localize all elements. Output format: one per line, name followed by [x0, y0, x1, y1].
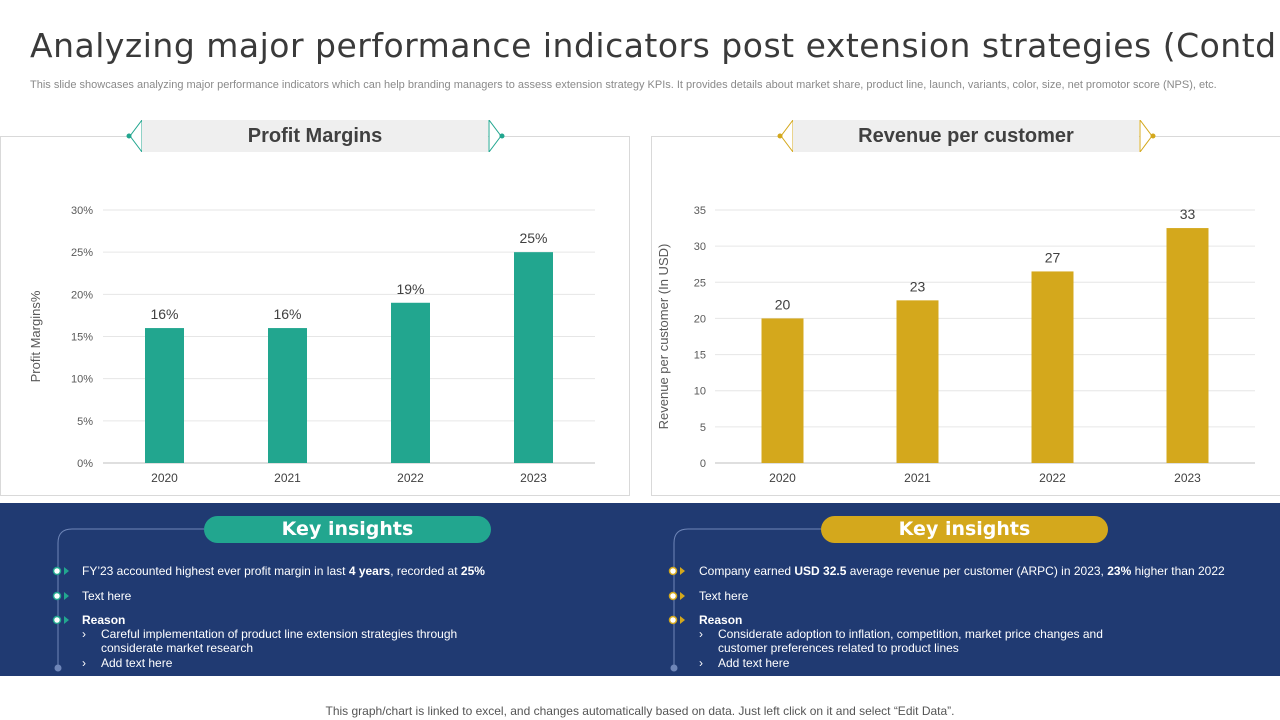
insight-left-1: FY’23 accounted highest ever profit marg…: [82, 564, 485, 578]
revenue-data-label-2023: 33: [1180, 206, 1196, 222]
insight-right-1-bold-pct: 23%: [1107, 564, 1132, 578]
revenue-data-label-2022: 27: [1045, 249, 1061, 265]
profit-y-axis-label: Profit Margins%: [28, 290, 43, 382]
insight-left-1-bold-value: 25%: [460, 564, 485, 578]
revenue-y-tick-label: 25: [694, 277, 706, 289]
chevron-right-icon: ›: [82, 656, 86, 670]
revenue-y-tick-label: 20: [694, 313, 706, 325]
profit-x-tick-label-2022: 2022: [397, 471, 424, 485]
revenue-bar-2023: [1166, 228, 1209, 463]
insight-right-reason-label: Reason: [699, 613, 743, 627]
insight-right-sub-1-text: Considerate adoption to inflation, compe…: [718, 627, 1103, 655]
profit-bar-2023: [514, 252, 553, 463]
insight-right-1-text-e: higher than 2022: [1131, 564, 1225, 578]
page-subtitle: This slide showcases analyzing major per…: [30, 79, 1217, 91]
profit-data-label-2020: 16%: [150, 306, 178, 322]
revenue-bar-2021: [896, 300, 939, 463]
revenue-data-label-2021: 23: [910, 278, 926, 294]
insight-left-sub-1-text: Careful implementation of product line e…: [101, 627, 458, 655]
insight-left-sub-2-text: Add text here: [101, 656, 173, 670]
chevron-right-icon: ›: [82, 627, 86, 641]
revenue-x-tick-label-2020: 2020: [769, 471, 796, 485]
revenue-data-label-2020: 20: [775, 296, 791, 312]
revenue-y-tick-label: 0: [700, 458, 706, 470]
profit-y-tick-label: 10%: [71, 374, 93, 386]
insight-right-1-bold-usd: USD 32.5: [794, 564, 847, 578]
ribbon-left-end-right-icon: [488, 120, 505, 152]
profit-y-tick-label: 5%: [77, 416, 93, 428]
revenue-x-tick-label-2021: 2021: [904, 471, 931, 485]
revenue-bar-2020: [761, 318, 804, 463]
revenue-x-tick-label-2023: 2023: [1174, 471, 1201, 485]
footer-note: This graph/chart is linked to excel, and…: [325, 704, 955, 718]
profit-y-tick-label: 25%: [71, 247, 93, 259]
insight-left-1-text-c: , recorded at: [390, 564, 461, 578]
revenue-per-customer-title: Revenue per customer: [793, 120, 1139, 152]
profit-bar-2022: [391, 302, 430, 463]
bar-charts: 0%5%10%15%20%25%30%Profit Margins% 16%202…: [28, 205, 1255, 485]
profit-y-tick-label: 30%: [71, 205, 93, 217]
profit-y-tick-label: 20%: [71, 289, 93, 301]
insight-left-2: Text here: [82, 589, 132, 603]
ribbon-right-end-right-icon: [1139, 120, 1156, 152]
profit-bar-2021: [268, 328, 307, 463]
insight-right-1: Company earned USD 32.5 average revenue …: [699, 564, 1225, 578]
key-insights-right-heading: Key insights: [821, 516, 1108, 543]
page-title: Analyzing major performance indicators p…: [30, 26, 1280, 65]
profit-x-tick-label-2023: 2023: [520, 471, 547, 485]
revenue-x-tick-label-2022: 2022: [1039, 471, 1066, 485]
profit-data-label-2021: 16%: [273, 306, 301, 322]
profit-y-tick-label: 0%: [77, 458, 93, 470]
profit-data-label-2023: 25%: [519, 230, 547, 246]
profit-bar-2020: [145, 328, 184, 463]
revenue-y-tick-label: 5: [700, 422, 706, 434]
revenue-bar-2022: [1031, 271, 1074, 463]
profit-y-tick-label: 15%: [71, 332, 93, 344]
insight-right-1-text-a: Company earned: [699, 564, 795, 578]
key-insights-left-heading: Key insights: [204, 516, 491, 543]
revenue-y-tick-label: 35: [694, 205, 706, 217]
insight-left-1-text-a: FY’23 accounted highest ever profit marg…: [82, 564, 349, 578]
revenue-y-tick-label: 15: [694, 350, 706, 362]
profit-data-label-2022: 19%: [396, 281, 424, 297]
insight-left-reason-label: Reason: [82, 613, 126, 627]
chevron-right-icon: ›: [699, 656, 703, 670]
insight-right-2: Text here: [699, 589, 749, 603]
insight-left-1-bold-years: 4 years: [348, 564, 391, 578]
insight-right-1-text-c: average revenue per customer (ARPC) in 2…: [846, 564, 1108, 578]
revenue-y-tick-label: 30: [694, 241, 706, 253]
profit-x-tick-label-2020: 2020: [151, 471, 178, 485]
profit-x-tick-label-2021: 2021: [274, 471, 301, 485]
profit-margins-title: Profit Margins: [142, 120, 488, 152]
revenue-y-tick-label: 10: [694, 386, 706, 398]
insight-right-sub-2-text: Add text here: [718, 656, 790, 670]
revenue-y-axis-label: Revenue per customer (In USD): [656, 244, 671, 430]
chevron-right-icon: ›: [699, 627, 703, 641]
